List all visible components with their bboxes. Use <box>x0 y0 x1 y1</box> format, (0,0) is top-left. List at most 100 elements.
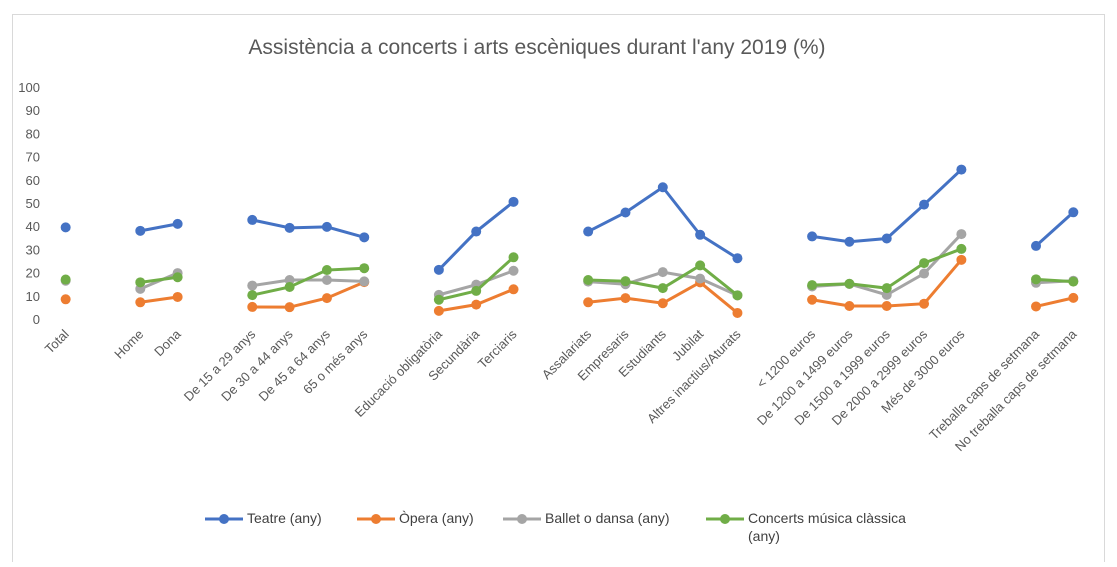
data-point <box>321 293 332 304</box>
data-point <box>807 231 818 242</box>
data-point <box>172 218 183 229</box>
data-point <box>359 232 370 243</box>
data-point <box>60 294 71 305</box>
legend-item: Òpera (any) <box>399 510 474 526</box>
data-point <box>471 285 482 296</box>
data-point <box>956 254 967 265</box>
y-tick-label: 10 <box>26 289 40 304</box>
data-point <box>881 301 892 312</box>
y-tick-label: 80 <box>26 126 40 141</box>
legend-label: Ballet o dansa (any) <box>545 510 670 526</box>
data-point <box>359 276 370 287</box>
legend-item: Teatre (any) <box>247 510 322 526</box>
data-point <box>732 253 743 264</box>
data-point <box>1031 301 1042 312</box>
data-point <box>247 214 258 225</box>
data-point <box>172 272 183 283</box>
data-point <box>919 268 930 279</box>
series-line <box>140 222 178 233</box>
chart-title: Assistència a concerts i arts escèniques… <box>248 36 825 59</box>
y-tick-label: 20 <box>26 266 40 281</box>
data-point <box>1031 240 1042 251</box>
data-point <box>508 265 519 276</box>
data-point <box>695 260 706 271</box>
legend-marker <box>720 514 730 524</box>
data-point <box>60 274 71 285</box>
y-tick-label: 100 <box>18 80 40 95</box>
data-point <box>956 229 967 240</box>
data-point <box>135 225 146 236</box>
y-tick-label: 60 <box>26 173 40 188</box>
data-point <box>620 293 631 304</box>
y-tick-label: 30 <box>26 242 40 257</box>
data-point <box>359 263 370 274</box>
data-point <box>881 233 892 244</box>
data-point <box>956 164 967 175</box>
data-point <box>583 226 594 237</box>
data-point <box>844 278 855 289</box>
legend-marker <box>219 514 229 524</box>
data-point <box>919 298 930 309</box>
series-line <box>1035 211 1075 248</box>
data-point <box>321 275 332 286</box>
data-point <box>732 307 743 318</box>
series-line <box>1035 277 1074 284</box>
data-point <box>844 236 855 247</box>
data-point <box>471 226 482 237</box>
series-line <box>1035 296 1074 308</box>
data-point <box>807 294 818 305</box>
data-point <box>135 297 146 308</box>
data-point <box>1031 274 1042 285</box>
y-tick-label: 40 <box>26 219 40 234</box>
data-point <box>433 264 444 275</box>
data-point <box>433 294 444 305</box>
data-point <box>881 283 892 294</box>
legend-marker <box>517 514 527 524</box>
series-line <box>140 275 178 284</box>
data-point <box>807 280 818 291</box>
data-point <box>508 196 519 207</box>
data-point <box>732 290 743 301</box>
legend-item: Concerts música clàssica (any) <box>748 510 906 544</box>
data-point <box>1068 207 1079 218</box>
data-point <box>321 221 332 232</box>
data-point <box>284 302 295 313</box>
data-point <box>1068 276 1079 287</box>
data-point <box>284 222 295 233</box>
data-point <box>247 290 258 301</box>
y-tick-label: 90 <box>26 103 40 118</box>
data-point <box>508 252 519 263</box>
data-point <box>919 199 930 210</box>
legend-label: Teatre (any) <box>247 510 322 526</box>
data-point <box>695 273 706 284</box>
series-line <box>140 295 178 304</box>
chart-frame <box>12 14 1105 567</box>
data-point <box>583 297 594 308</box>
series-line <box>251 218 365 239</box>
data-point <box>60 222 71 233</box>
data-point <box>956 243 967 254</box>
data-point <box>620 276 631 287</box>
data-point <box>284 275 295 286</box>
legend-label: Òpera (any) <box>399 510 474 526</box>
data-point <box>695 229 706 240</box>
data-point <box>657 283 668 294</box>
series-line <box>252 280 365 309</box>
legend-marker <box>371 514 381 524</box>
legend-item: Ballet o dansa (any) <box>545 510 670 526</box>
y-tick-label: 50 <box>26 196 40 211</box>
data-point <box>247 301 258 312</box>
data-point <box>247 280 258 291</box>
data-point <box>583 275 594 286</box>
data-point <box>657 267 668 278</box>
y-tick-label: 70 <box>26 150 40 165</box>
y-tick-label: 0 <box>33 312 40 327</box>
data-point <box>321 265 332 276</box>
data-point <box>433 305 444 316</box>
data-point <box>172 291 183 302</box>
legend-label: Concerts música clàssica (any) <box>748 510 906 544</box>
data-point <box>657 182 668 193</box>
data-point <box>135 277 146 288</box>
